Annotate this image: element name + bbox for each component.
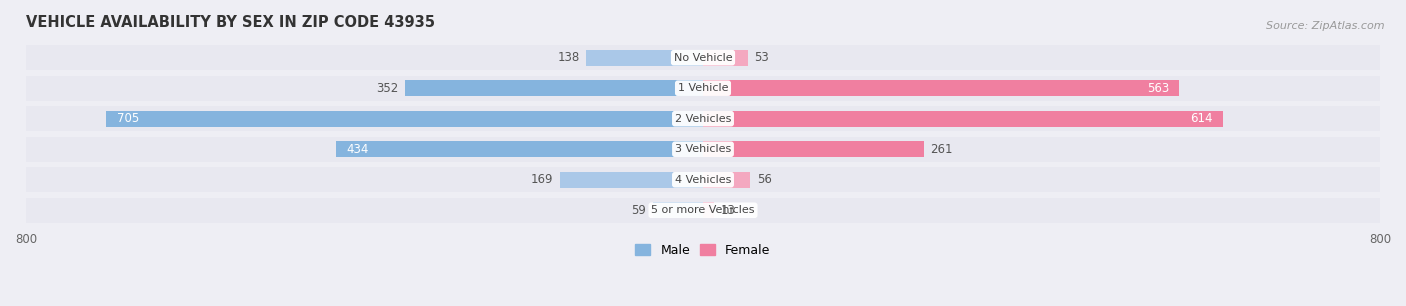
Text: 434: 434 xyxy=(346,143,368,156)
Text: VEHICLE AVAILABILITY BY SEX IN ZIP CODE 43935: VEHICLE AVAILABILITY BY SEX IN ZIP CODE … xyxy=(27,15,434,30)
Text: 169: 169 xyxy=(530,173,553,186)
Text: 705: 705 xyxy=(117,112,139,125)
Bar xyxy=(336,141,703,157)
Text: 563: 563 xyxy=(1147,82,1170,95)
Text: 13: 13 xyxy=(721,204,735,217)
Bar xyxy=(652,202,703,218)
Text: 2 Vehicles: 2 Vehicles xyxy=(675,114,731,124)
Bar xyxy=(27,45,1379,70)
Text: No Vehicle: No Vehicle xyxy=(673,53,733,63)
Bar xyxy=(703,80,1180,96)
Bar xyxy=(703,202,714,218)
Bar xyxy=(703,141,924,157)
Text: 4 Vehicles: 4 Vehicles xyxy=(675,175,731,185)
Bar xyxy=(27,167,1379,192)
Bar xyxy=(27,106,1379,131)
Bar xyxy=(560,172,703,188)
Bar xyxy=(27,137,1379,162)
Bar xyxy=(107,111,703,127)
Text: 3 Vehicles: 3 Vehicles xyxy=(675,144,731,154)
Bar xyxy=(703,50,748,65)
Bar xyxy=(586,50,703,65)
Text: 59: 59 xyxy=(631,204,647,217)
Text: 352: 352 xyxy=(377,82,398,95)
Text: 56: 56 xyxy=(758,173,772,186)
Text: 614: 614 xyxy=(1189,112,1212,125)
Bar xyxy=(405,80,703,96)
Text: 261: 261 xyxy=(931,143,953,156)
Bar xyxy=(703,111,1223,127)
Bar xyxy=(27,76,1379,101)
Bar xyxy=(703,172,751,188)
Text: 1 Vehicle: 1 Vehicle xyxy=(678,83,728,93)
Legend: Male, Female: Male, Female xyxy=(630,239,776,262)
Text: 5 or more Vehicles: 5 or more Vehicles xyxy=(651,205,755,215)
Text: 53: 53 xyxy=(755,51,769,64)
Text: Source: ZipAtlas.com: Source: ZipAtlas.com xyxy=(1267,21,1385,32)
Text: 138: 138 xyxy=(557,51,579,64)
Bar xyxy=(27,198,1379,223)
